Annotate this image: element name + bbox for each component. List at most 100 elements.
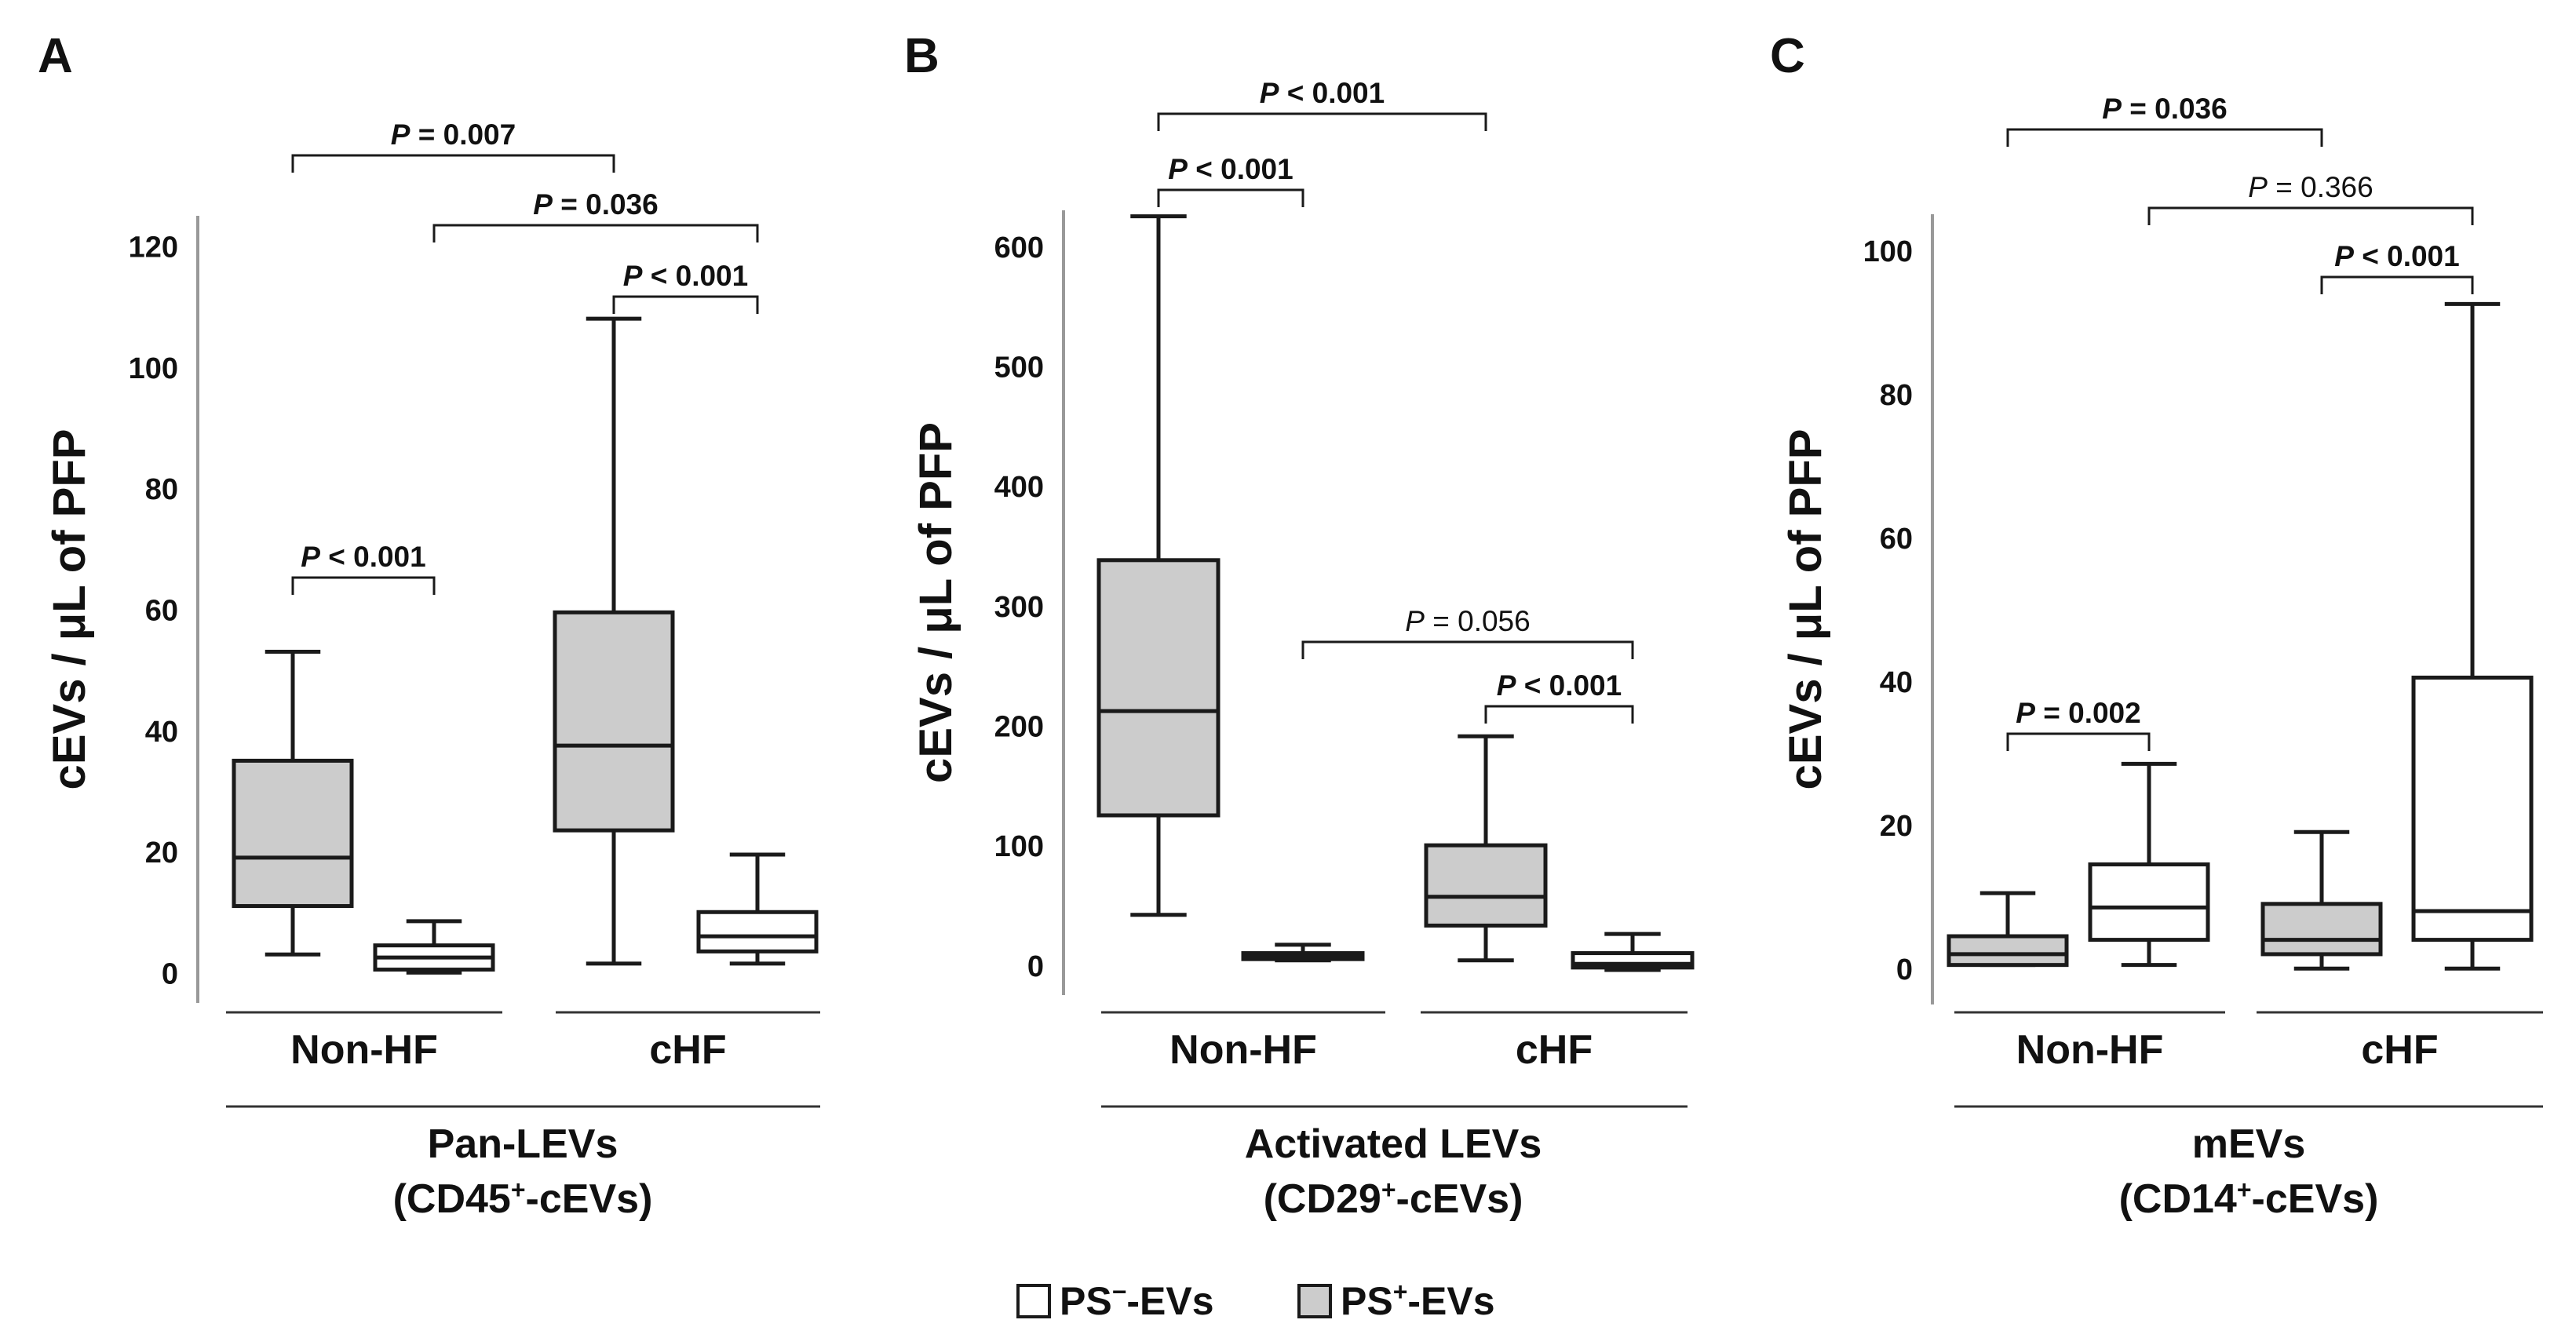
- y-tick-label: 120: [129, 232, 178, 264]
- significance-bracket: P < 0.001: [1484, 669, 1634, 724]
- group-label: Non-HF: [2016, 1027, 2164, 1073]
- bracket-line: [432, 224, 759, 242]
- p-value-label: P < 0.001: [623, 260, 748, 292]
- bracket-line: [612, 295, 759, 314]
- legend: PS−-EVs PS+-EVs: [1016, 1278, 1495, 1323]
- y-tick-label: 200: [994, 710, 1044, 743]
- y-tick-label: 500: [994, 351, 1044, 384]
- box-chf-ps-pos: [2260, 829, 2383, 971]
- bracket-line: [1484, 705, 1634, 724]
- y-tick-label: 0: [162, 957, 178, 990]
- y-tick-label: 20: [145, 837, 178, 870]
- y-tick-label: 400: [994, 471, 1044, 504]
- panel-subtitle: (CD14+-cEVs): [2119, 1176, 2379, 1222]
- significance-bracket: P < 0.001: [291, 541, 436, 595]
- iqr-box: [2088, 862, 2210, 942]
- y-tick-label: 0: [1896, 953, 1913, 986]
- p-value-label: P = 0.056: [1405, 605, 1530, 637]
- panel-label: A: [38, 29, 73, 83]
- p-value-label: P = 0.002: [2016, 697, 2140, 729]
- box-chf-ps-pos: [1424, 734, 1548, 963]
- legend-label: PS−-EVs: [1060, 1278, 1214, 1323]
- significance-bracket: P = 0.036: [432, 188, 759, 242]
- y-tick-label: 80: [1880, 379, 1913, 412]
- panel-b: B 0 100 200 300 400 500 600 cEVs / μL of PFP P < …: [904, 29, 1695, 1222]
- bracket-line: [291, 576, 436, 595]
- p-value-label: P = 0.036: [2102, 93, 2227, 125]
- iqr-box: [1947, 934, 2069, 968]
- y-tick-label: 40: [1880, 666, 1913, 699]
- iqr-box: [1096, 558, 1220, 818]
- significance-bracket: P < 0.001: [1157, 153, 1304, 207]
- iqr-box: [2260, 902, 2383, 957]
- y-tick-label: 40: [145, 716, 178, 749]
- significance-bracket: P = 0.007: [291, 118, 615, 173]
- panel-label: C: [1770, 29, 1805, 83]
- panel-subtitle: (CD29+-cEVs): [1264, 1176, 1523, 1222]
- y-axis-title: cEVs / μL of PFP: [44, 429, 95, 790]
- iqr-box: [553, 610, 675, 833]
- y-axis-title: cEVs / μL of PFP: [1780, 429, 1831, 790]
- panel-a: A 0 20 40 60 80 100 120 cEVs / μL of PFP P = 0.00…: [38, 29, 820, 1222]
- iqr-box: [232, 758, 354, 909]
- significance-bracket: P = 0.366: [2147, 171, 2474, 225]
- p-value-label: P = 0.036: [533, 188, 658, 221]
- panel-title: Pan-LEVs: [428, 1121, 618, 1167]
- y-axis-title: cEVs / μL of PFP: [910, 422, 961, 783]
- group-label: cHF: [649, 1027, 726, 1073]
- panel-subtitle: (CD45+-cEVs): [393, 1176, 653, 1222]
- y-tick-label: 80: [145, 473, 178, 506]
- p-value-label: P = 0.366: [2248, 171, 2373, 203]
- p-value-label: P < 0.001: [1497, 669, 1622, 702]
- p-value-label: P = 0.007: [391, 118, 516, 151]
- significance-bracket: P = 0.036: [2006, 93, 2323, 147]
- panel-c: C 0 20 40 60 80 100 cEVs / μL of PFP P = 0.036 P …: [1770, 29, 2543, 1222]
- y-tick-label: 600: [994, 232, 1044, 264]
- y-tick-label: 100: [994, 830, 1044, 863]
- iqr-box: [696, 910, 819, 953]
- bracket-line: [1157, 188, 1304, 207]
- panel-label: B: [904, 29, 940, 83]
- box-nonhf-ps-pos: [232, 650, 354, 957]
- y-tick-label: 100: [1863, 235, 1913, 268]
- bracket-line: [2320, 275, 2474, 294]
- y-tick-label: 100: [129, 352, 178, 385]
- box-nonhf-ps-neg: [1241, 942, 1365, 963]
- bracket-line: [1157, 112, 1487, 131]
- box-nonhf-ps-pos: [1096, 214, 1220, 917]
- bracket-line: [2147, 206, 2474, 225]
- p-value-label: P < 0.001: [2334, 240, 2459, 272]
- significance-bracket: P = 0.002: [2006, 697, 2151, 751]
- bracket-line: [2006, 732, 2151, 751]
- p-value-label: P < 0.001: [301, 541, 425, 573]
- box-chf-ps-neg: [1571, 931, 1695, 972]
- box-chf-ps-neg: [696, 852, 819, 966]
- bracket-line: [1301, 640, 1634, 659]
- legend-swatch: [1016, 1284, 1051, 1318]
- box-chf-ps-pos: [553, 316, 675, 966]
- significance-bracket: P = 0.056: [1301, 605, 1634, 659]
- significance-bracket: P < 0.001: [612, 260, 759, 314]
- p-value-label: P < 0.001: [1168, 153, 1293, 185]
- y-tick-label: 60: [1880, 523, 1913, 556]
- y-tick-label: 0: [1027, 950, 1044, 983]
- y-tick-label: 300: [994, 591, 1044, 624]
- legend-label: PS+-EVs: [1341, 1278, 1495, 1323]
- bracket-line: [2006, 128, 2323, 147]
- significance-bracket: P < 0.001: [2320, 240, 2474, 294]
- significance-bracket: P < 0.001: [1157, 77, 1487, 131]
- box-chf-ps-neg: [2411, 301, 2534, 971]
- legend-item: PS+-EVs: [1297, 1278, 1495, 1323]
- bracket-line: [291, 154, 615, 173]
- panel-title: mEVs: [2192, 1121, 2306, 1167]
- y-tick-label: 20: [1880, 810, 1913, 843]
- panel-title: Activated LEVs: [1245, 1121, 1542, 1167]
- legend-swatch: [1297, 1284, 1332, 1318]
- box-nonhf-ps-neg: [2088, 761, 2210, 968]
- group-label: Non-HF: [1169, 1027, 1317, 1073]
- iqr-box: [1424, 843, 1548, 928]
- group-label: Non-HF: [290, 1027, 438, 1073]
- y-tick-label: 60: [145, 595, 178, 628]
- group-label: cHF: [2361, 1027, 2438, 1073]
